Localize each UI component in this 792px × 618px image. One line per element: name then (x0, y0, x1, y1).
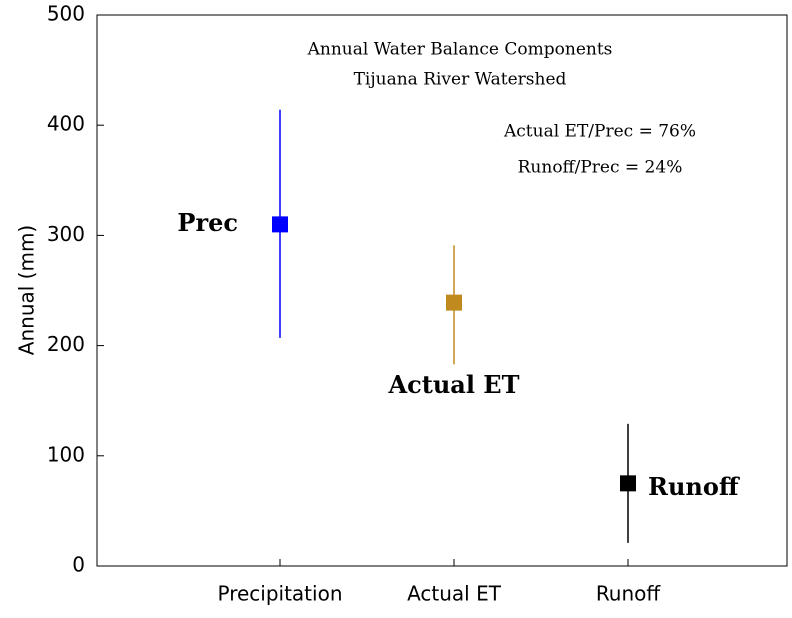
y-tick-label: 300 (47, 222, 85, 246)
chart-title: Annual Water Balance Components (307, 40, 613, 60)
y-axis-label: Annual (mm) (15, 225, 39, 355)
x-tick-label: Actual ET (407, 582, 502, 606)
annotation: Actual ET/Prec = 76% (503, 122, 696, 142)
point (272, 216, 288, 233)
y-tick-label: 400 (47, 112, 85, 136)
point-label: Actual ET (388, 370, 520, 399)
y-tick-label: 100 (47, 442, 85, 466)
plot-frame (96, 14, 788, 567)
point (446, 294, 462, 311)
point-label: Prec (177, 208, 238, 237)
y-tick-label: 200 (47, 332, 85, 356)
x-tick-label: Precipitation (217, 582, 342, 606)
x-tick-label: Runoff (596, 582, 662, 606)
chart-subtitle: Tijuana River Watershed (354, 70, 567, 90)
y-tick-label: 500 (47, 2, 85, 26)
annotation: Runoff/Prec = 24% (518, 158, 683, 178)
y-tick-label: 0 (72, 553, 85, 577)
point (620, 475, 636, 492)
point-label: Runoff (648, 472, 740, 501)
